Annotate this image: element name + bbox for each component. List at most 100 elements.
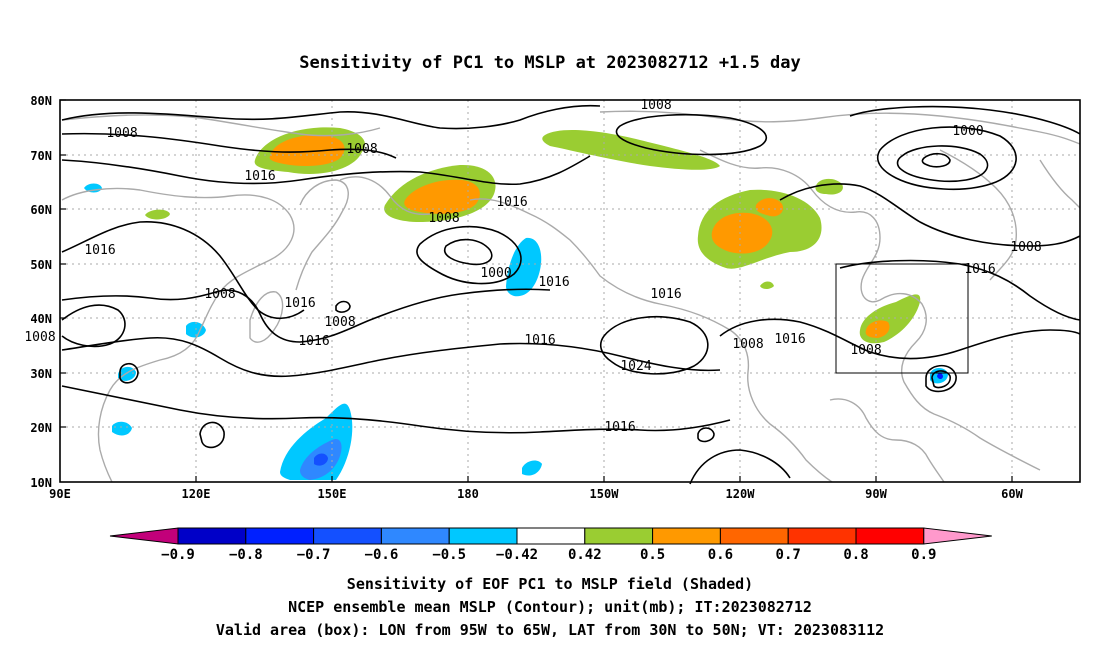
colorbar-label: 0.9	[911, 547, 936, 563]
colorbar-low-triangle	[109, 527, 179, 545]
colorbar-label: −0.7	[297, 547, 331, 563]
lat-tick-label: 50N	[30, 258, 52, 272]
contour-label: 1008	[732, 337, 763, 352]
contour-label: 1016	[650, 287, 681, 302]
contour-label: 1016	[284, 296, 315, 311]
positive-shade	[269, 134, 345, 166]
contour-label: 1008	[850, 343, 881, 358]
colorbar-label: 0.42	[568, 547, 602, 563]
positive-shade	[815, 178, 843, 195]
colorbar-segment	[448, 527, 518, 545]
map-frame	[59, 99, 1081, 483]
colorbar-segment	[516, 527, 586, 545]
lat-tick-label: 60N	[30, 203, 52, 217]
contour-label: 1016	[524, 333, 555, 348]
isobar	[931, 370, 951, 389]
colorbar-label: 0.6	[708, 547, 733, 563]
contour-label: 1016	[298, 334, 329, 349]
positive-shade	[404, 179, 480, 214]
negative-shade	[314, 453, 328, 466]
colorbar-segment	[652, 527, 721, 545]
contour-label: 1016	[244, 169, 275, 184]
positive-shade	[865, 320, 890, 338]
lat-tick-label: 30N	[30, 367, 52, 381]
colorbar-high-triangle	[923, 527, 992, 545]
caption: Sensitivity of EOF PC1 to MSLP field (Sh…	[216, 575, 884, 639]
isobar	[921, 152, 951, 168]
lon-tick-label: 90E	[49, 487, 71, 501]
isobar	[839, 259, 1081, 321]
isobar	[61, 104, 601, 130]
lon-tick-label: 150W	[590, 487, 620, 501]
isobar	[697, 427, 715, 443]
contour-label: 1008	[1010, 240, 1041, 255]
lon-tick-label: 150E	[318, 487, 347, 501]
isobar	[61, 288, 551, 343]
isobar	[599, 316, 709, 375]
caption-line-1: Sensitivity of EOF PC1 to MSLP field (Sh…	[347, 575, 753, 593]
contour-label: 1008	[204, 287, 235, 302]
positive-shade	[145, 209, 170, 220]
isobar	[416, 225, 522, 285]
contour-label: 1008	[106, 126, 137, 141]
colorbar-segment	[584, 527, 654, 545]
colorbar-segment	[380, 527, 450, 545]
isobar	[61, 385, 731, 434]
positive-shade	[755, 198, 784, 217]
isobar	[719, 318, 1081, 360]
colorbar-segment	[313, 527, 382, 545]
coastline	[61, 114, 381, 137]
coastline	[1039, 159, 1081, 209]
contour-label: 1016	[496, 195, 527, 210]
contour-label: 1008	[640, 98, 671, 113]
isobar	[925, 364, 957, 393]
lon-tick-label: 120W	[726, 487, 756, 501]
contour-label: 1016	[538, 275, 569, 290]
isobar	[199, 421, 225, 449]
negative-shade	[506, 237, 542, 297]
coastline	[61, 187, 295, 483]
coastline	[829, 398, 945, 483]
lat-tick-label: 70N	[30, 149, 52, 163]
contour-label: 1008	[24, 330, 55, 345]
colorbar: −0.9 −0.8 −0.7 −0.6 −0.5 −0.42 0.42 0.5 0.6 0.7 0.…	[109, 527, 992, 563]
colorbar-label: 0.7	[776, 547, 801, 563]
lat-tick-label: 80N	[30, 94, 52, 108]
colorbar-segment	[177, 527, 247, 545]
isobar	[689, 449, 791, 485]
negative-shade	[112, 421, 132, 436]
lon-tick-label: 120E	[182, 487, 211, 501]
contour-label: 1016	[774, 332, 805, 347]
colorbar-segment	[245, 527, 315, 545]
contour-label: 1008	[346, 142, 377, 157]
coastline	[939, 149, 1017, 281]
lon-tick-labels: 90E 120E 150E 180 150W 120W 90W 60W	[49, 487, 1023, 501]
colorbar-segment	[787, 527, 857, 545]
mslp-contours	[61, 104, 1081, 485]
positive-shade	[760, 281, 774, 289]
colorbar-label: −0.8	[229, 547, 263, 563]
lat-tick-label: 10N	[30, 476, 52, 490]
isobar	[61, 132, 397, 159]
colorbar-segment	[855, 527, 925, 545]
caption-line-3: Valid area (box): LON from 95W to 65W, L…	[216, 621, 884, 639]
sensitivity-shading	[84, 127, 948, 480]
isobar	[61, 155, 591, 186]
contour-label: 1016	[604, 420, 635, 435]
coastline	[469, 198, 833, 483]
positive-shade	[542, 129, 720, 170]
valid-area-box	[835, 263, 969, 374]
contour-label: 1016	[964, 262, 995, 277]
colorbar-label: −0.9	[161, 547, 195, 563]
isobar	[119, 362, 139, 384]
figure-title: Sensitivity of PC1 to MSLP at 2023082712…	[299, 53, 801, 73]
map-panel: 1008 1008 1008 1016 1016 1008 1016 1000 …	[24, 94, 1081, 501]
caption-line-2: NCEP ensemble mean MSLP (Contour); unit(…	[288, 598, 812, 616]
contour-label: 1024	[620, 359, 651, 374]
isobar	[61, 304, 126, 348]
colorbar-label: −0.42	[496, 547, 538, 563]
colorbar-label: −0.5	[432, 547, 466, 563]
lat-tick-label: 40N	[30, 312, 52, 326]
negative-shade	[937, 373, 943, 379]
